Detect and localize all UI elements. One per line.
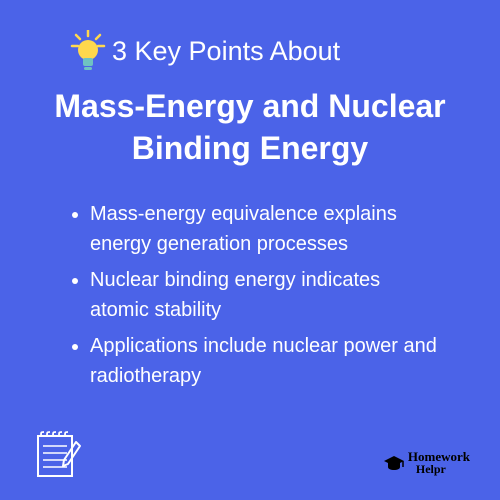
logo-line2: Helpr [416, 464, 470, 475]
notepad-icon [28, 422, 88, 482]
brand-logo: Homework Helpr [383, 451, 470, 475]
list-item: Nuclear binding energy indicates atomic … [90, 265, 440, 325]
info-card: 3 Key Points About Mass-Energy and Nucle… [0, 0, 500, 500]
logo-text: Homework Helpr [408, 451, 470, 475]
card-title: Mass-Energy and Nuclear Binding Energy [40, 86, 460, 169]
header-label: 3 Key Points About [112, 36, 340, 67]
header-row: 3 Key Points About [70, 30, 460, 72]
list-item: Mass-energy equivalence explains energy … [90, 199, 440, 259]
list-item: Applications include nuclear power and r… [90, 331, 440, 391]
points-list: Mass-energy equivalence explains energy … [40, 199, 460, 391]
lightbulb-icon [70, 30, 106, 72]
graduation-cap-icon [383, 454, 405, 472]
